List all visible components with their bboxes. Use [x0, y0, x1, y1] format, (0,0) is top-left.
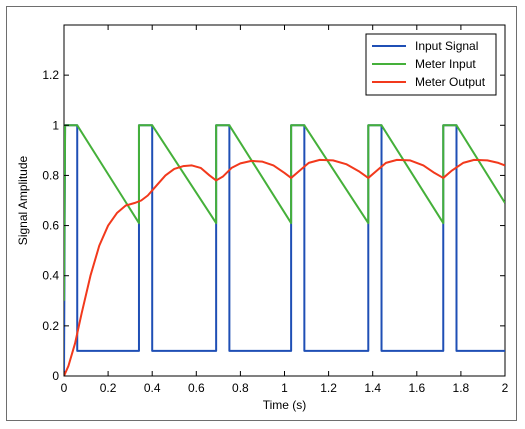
y-tick-label: 1: [52, 118, 59, 132]
legend-label-input-signal: Input Signal: [415, 39, 478, 53]
series-line-meter-output: [64, 158, 505, 376]
x-tick-label: 1.4: [364, 381, 381, 395]
x-axis-label: Time (s): [263, 398, 307, 412]
series-line-meter-input: [64, 124, 505, 301]
legend-label-meter-output: Meter Output: [415, 75, 486, 89]
x-tick-label: 0.6: [188, 381, 205, 395]
y-tick-label: 0.4: [42, 269, 59, 283]
y-tick-label: 0.6: [42, 219, 59, 233]
legend-items: Input Signal Meter Input Meter Output: [372, 39, 486, 89]
x-tick-label: 1.8: [453, 381, 470, 395]
x-tick-label: 1.2: [320, 381, 337, 395]
x-tick-label: 2: [502, 381, 509, 395]
series-layer: [64, 124, 505, 376]
y-tick-label: 1.2: [42, 68, 59, 82]
x-tick-label: 0: [61, 381, 68, 395]
y-axis-ticks: 0 0.2 0.4 0.6 0.8 1 1.2: [42, 68, 505, 383]
legend: Input Signal Meter Input Meter Output: [365, 33, 497, 96]
y-tick-label: 0.8: [42, 168, 59, 182]
x-tick-label: 0.4: [144, 381, 161, 395]
x-axis-ticks: 0 0.2 0.4 0.6 0.8 1 1.2 1.4 1.6 1.8 2: [61, 25, 509, 395]
y-tick-label: 0: [52, 369, 59, 383]
x-tick-label: 1: [281, 381, 288, 395]
x-tick-label: 0.2: [100, 381, 117, 395]
x-tick-label: 1.6: [408, 381, 425, 395]
y-tick-label: 0.2: [42, 319, 59, 333]
series-line-input-signal: [64, 124, 505, 376]
y-axis-label: Signal Amplitude: [16, 155, 30, 245]
x-tick-label: 0.8: [232, 381, 249, 395]
legend-label-meter-input: Meter Input: [415, 57, 476, 71]
